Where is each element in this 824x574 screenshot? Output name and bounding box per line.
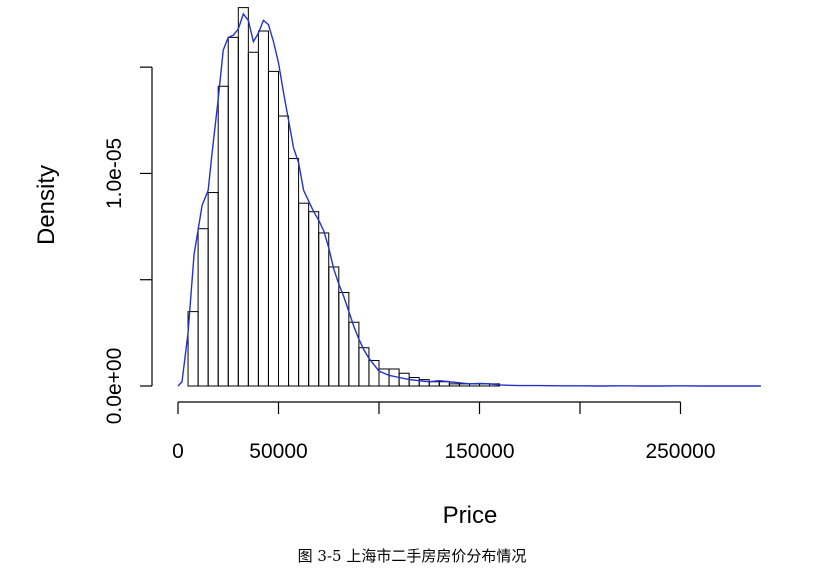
x-axis: 0 50000 150000 250000 — [172, 401, 716, 463]
histogram-bar — [348, 321, 360, 387]
x-tick-label: 150000 — [444, 440, 514, 463]
histogram-bar — [278, 115, 290, 387]
histogram-bar — [267, 70, 280, 387]
histogram-bars — [187, 7, 501, 387]
x-axis-label: Price — [443, 502, 498, 529]
x-tick-label: 250000 — [645, 440, 715, 463]
histogram-bar — [428, 381, 440, 387]
histogram-bar — [438, 381, 450, 387]
histogram-bar — [288, 158, 300, 387]
figure-caption: 图 3-5 上海市二手房房价分布情况 — [297, 547, 527, 565]
x-tick-label: 0 — [172, 440, 184, 463]
histogram-bar — [207, 192, 219, 387]
y-tick-label: 1.0e-05 — [103, 138, 126, 209]
y-axis-label: Density — [33, 165, 60, 245]
histogram-chart: 0 50000 150000 250000 0.0e+001.0e-05 Price … — [33, 7, 761, 529]
histogram-bar — [448, 383, 460, 387]
density-curve — [177, 12, 761, 387]
histogram-bar — [237, 7, 249, 387]
histogram-bar — [408, 377, 420, 387]
histogram-bar — [318, 232, 330, 387]
histogram-bar — [308, 211, 320, 387]
histogram-bar — [227, 36, 239, 387]
histogram-bar — [328, 266, 340, 387]
x-tick-label: 50000 — [249, 440, 307, 463]
histogram-bar — [217, 85, 229, 387]
y-tick-label: 0.0e+00 — [103, 348, 126, 425]
histogram-bar — [197, 228, 209, 387]
y-axis: 0.0e+00 1.0e-05 — [103, 66, 153, 425]
histogram-bar — [298, 202, 310, 387]
histogram-bar — [358, 347, 370, 387]
histogram-bar — [187, 311, 199, 387]
histogram-bar — [257, 30, 269, 387]
histogram-bar — [247, 51, 259, 387]
